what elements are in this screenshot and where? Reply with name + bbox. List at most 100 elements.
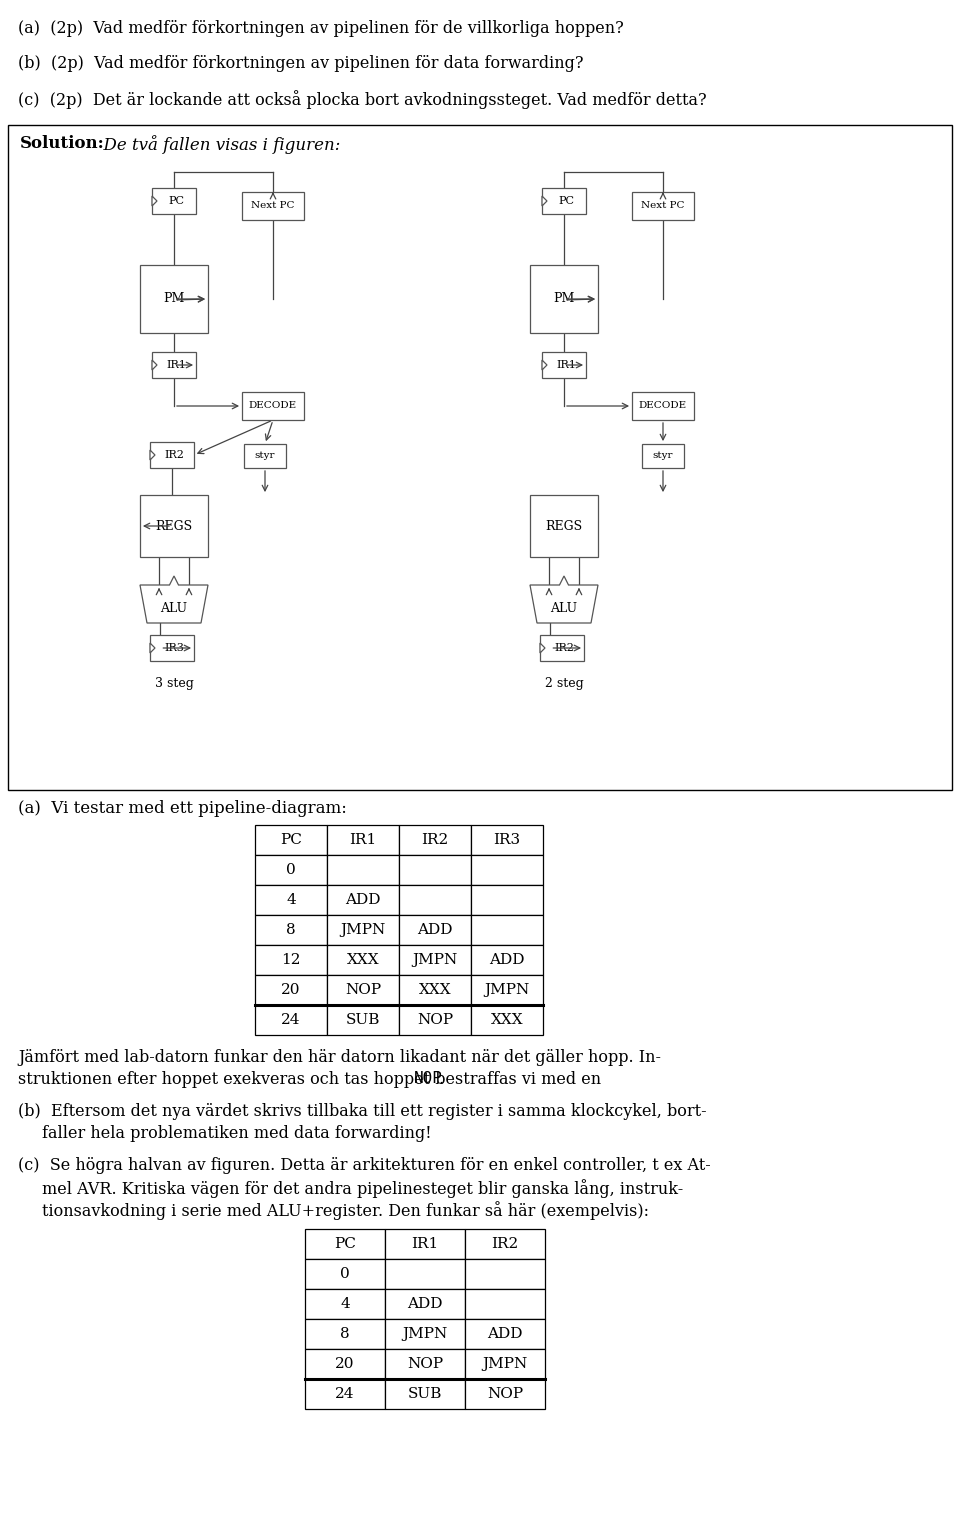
Bar	[471, 915, 543, 945]
Bar	[327, 826, 399, 854]
Text: De två fallen visas i figuren:: De två fallen visas i figuren:	[93, 135, 341, 155]
Bar	[471, 1004, 543, 1035]
Text: NOP: NOP	[345, 983, 381, 997]
Text: NOP: NOP	[407, 1357, 444, 1371]
Text: 0: 0	[286, 864, 296, 877]
Bar	[399, 885, 471, 915]
Polygon shape	[540, 642, 545, 653]
Bar	[385, 1379, 465, 1409]
Bar	[385, 1289, 465, 1320]
Bar	[327, 854, 399, 885]
Text: (b)  (2p)  Vad medför förkortningen av pipelinen för data forwarding?: (b) (2p) Vad medför förkortningen av pip…	[18, 55, 584, 73]
Bar	[244, 444, 286, 468]
Bar	[399, 854, 471, 885]
Bar	[542, 188, 586, 214]
Text: ADD: ADD	[418, 923, 453, 936]
Text: XXX: XXX	[491, 1014, 523, 1027]
Text: IR1: IR1	[349, 833, 376, 847]
Text: PC: PC	[334, 1238, 356, 1251]
Bar	[255, 915, 327, 945]
Text: faller hela problematiken med data forwarding!: faller hela problematiken med data forwa…	[42, 1126, 432, 1142]
Text: NOP: NOP	[417, 1014, 453, 1027]
Text: IR3: IR3	[164, 642, 184, 653]
Text: NOP: NOP	[487, 1388, 523, 1401]
Bar	[642, 444, 684, 468]
Text: Next PC: Next PC	[641, 201, 684, 211]
Bar	[385, 1259, 465, 1289]
Bar	[465, 1229, 545, 1259]
Text: IR1: IR1	[412, 1238, 439, 1251]
Bar	[255, 1004, 327, 1035]
Text: 20: 20	[335, 1357, 355, 1371]
Text: (c)  (2p)  Det är lockande att också plocka bort avkodningssteget. Vad medför de: (c) (2p) Det är lockande att också plock…	[18, 89, 707, 109]
Text: 0: 0	[340, 1267, 349, 1282]
Bar	[140, 495, 208, 558]
Bar	[399, 976, 471, 1004]
Bar	[305, 1348, 385, 1379]
Text: IR3: IR3	[493, 833, 520, 847]
Text: JMPN: JMPN	[402, 1327, 447, 1341]
Text: NOP: NOP	[414, 1071, 444, 1086]
Text: 2 steg: 2 steg	[544, 677, 584, 689]
Bar	[540, 635, 584, 661]
Bar	[465, 1289, 545, 1320]
Text: JMPN: JMPN	[482, 1357, 528, 1371]
Bar	[255, 976, 327, 1004]
Bar	[327, 1004, 399, 1035]
Bar	[471, 885, 543, 915]
Bar	[399, 945, 471, 976]
Text: 8: 8	[286, 923, 296, 936]
Bar	[327, 945, 399, 976]
Text: JMPN: JMPN	[341, 923, 386, 936]
Text: 3 steg: 3 steg	[155, 677, 193, 689]
Polygon shape	[152, 361, 157, 370]
Bar	[327, 915, 399, 945]
Bar	[465, 1259, 545, 1289]
Text: 20: 20	[281, 983, 300, 997]
Text: (b)  Eftersom det nya värdet skrivs tillbaka till ett register i samma klockcyke: (b) Eftersom det nya värdet skrivs tillb…	[18, 1103, 707, 1120]
Text: PM: PM	[553, 292, 575, 306]
Text: IR2: IR2	[492, 1238, 518, 1251]
Text: SUB: SUB	[408, 1388, 443, 1401]
Text: 8: 8	[340, 1327, 349, 1341]
Bar	[465, 1320, 545, 1348]
Bar	[152, 351, 196, 379]
Bar	[242, 392, 304, 420]
Text: 24: 24	[335, 1388, 355, 1401]
Bar	[255, 885, 327, 915]
Text: PM: PM	[163, 292, 184, 306]
Bar	[327, 976, 399, 1004]
Text: IR1: IR1	[556, 361, 576, 370]
Bar	[305, 1289, 385, 1320]
Text: struktionen efter hoppet exekveras och tas hoppet bestraffas vi med en: struktionen efter hoppet exekveras och t…	[18, 1071, 607, 1088]
Bar	[305, 1259, 385, 1289]
Bar	[305, 1379, 385, 1409]
Bar	[385, 1229, 465, 1259]
Text: DECODE: DECODE	[249, 401, 297, 411]
Bar	[150, 635, 194, 661]
Bar	[471, 826, 543, 854]
Bar	[542, 351, 586, 379]
Text: ADD: ADD	[490, 953, 525, 967]
Bar	[530, 265, 598, 333]
Text: ALU: ALU	[550, 601, 578, 615]
Text: JMPN: JMPN	[413, 953, 458, 967]
Text: Solution:: Solution:	[20, 135, 105, 152]
Text: REGS: REGS	[545, 520, 583, 532]
Text: (a)  (2p)  Vad medför förkortningen av pipelinen för de villkorliga hoppen?: (a) (2p) Vad medför förkortningen av pip…	[18, 20, 624, 36]
Text: ADD: ADD	[346, 892, 381, 907]
Bar	[255, 826, 327, 854]
Text: 4: 4	[340, 1297, 349, 1310]
Text: Jämfört med lab-datorn funkar den här datorn likadant när det gäller hopp. In-: Jämfört med lab-datorn funkar den här da…	[18, 1048, 661, 1067]
Bar	[242, 192, 304, 220]
Bar	[399, 826, 471, 854]
Text: XXX: XXX	[419, 983, 451, 997]
Text: 4: 4	[286, 892, 296, 907]
Text: ALU: ALU	[160, 601, 187, 615]
Polygon shape	[530, 576, 598, 623]
Bar	[385, 1348, 465, 1379]
Bar	[465, 1379, 545, 1409]
Text: .: .	[438, 1071, 444, 1088]
Bar	[150, 442, 194, 468]
Text: PC: PC	[280, 833, 302, 847]
